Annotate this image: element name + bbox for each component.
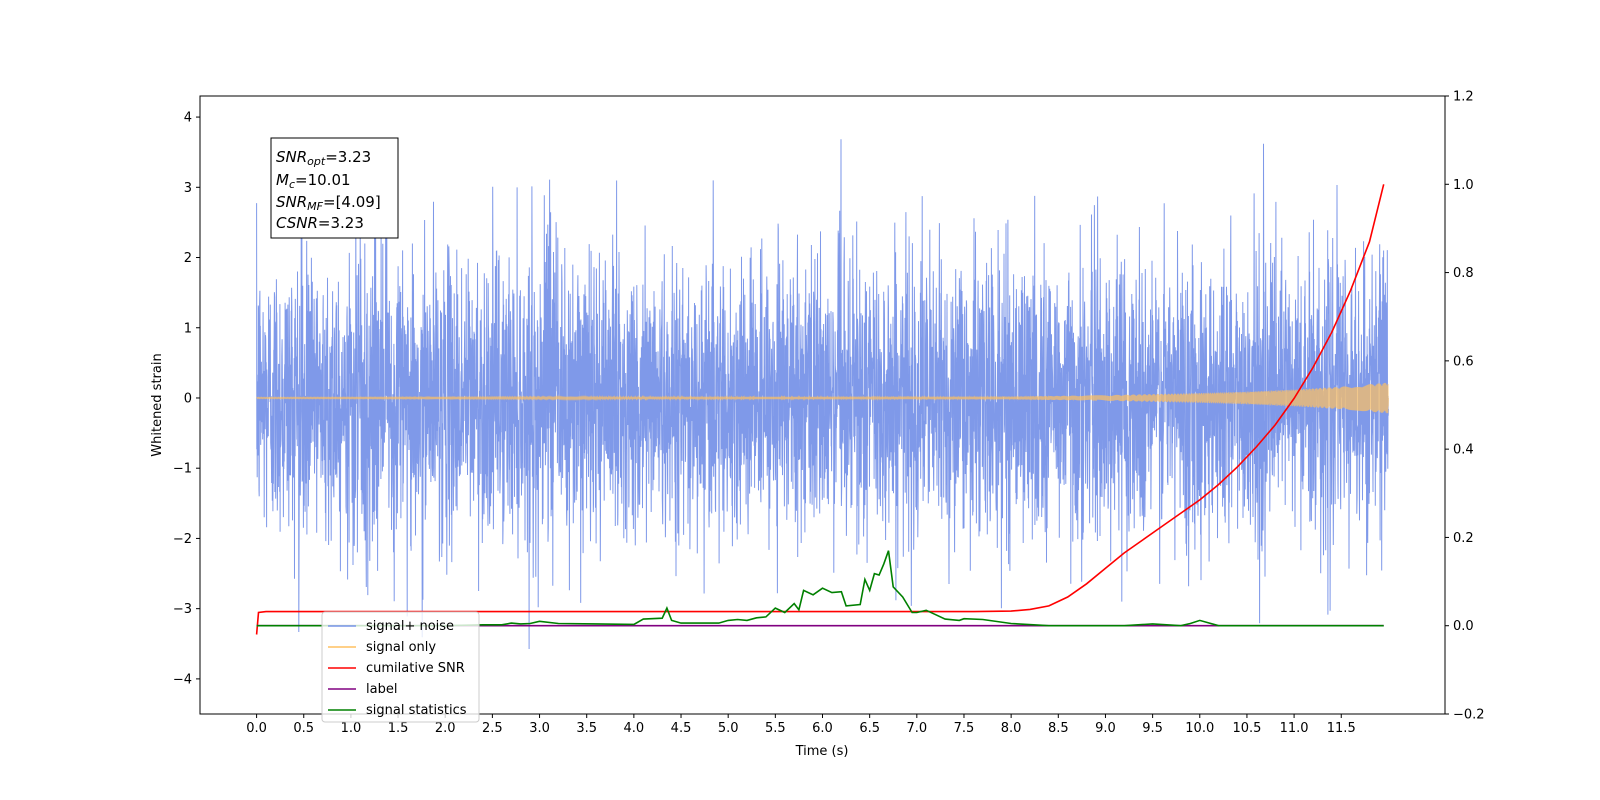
y2-tick-label: −0.2 (1453, 708, 1485, 723)
x-tick-label: 10.0 (1185, 721, 1214, 736)
y2-tick-label: 1.0 (1453, 178, 1474, 193)
legend-label-cumilative-snr: cumilative SNR (366, 661, 465, 676)
y-tick-label: 0 (184, 391, 192, 406)
annotation-line-snr-mf: SNRMF=[4.09] (276, 193, 381, 213)
x-tick-label: 4.0 (624, 721, 645, 736)
x-tick-label: 2.5 (482, 721, 503, 736)
y-tick-label: 1 (184, 321, 192, 336)
y-tick-label: 2 (184, 251, 192, 266)
y-axis-right: −0.2 0.0 0.2 0.4 0.6 0.8 1.0 1.2 (1445, 90, 1485, 723)
series-signal-statistics (256, 550, 1384, 627)
legend-label-signal-statistics: signal statistics (366, 703, 467, 718)
x-tick-label: 11.0 (1280, 721, 1309, 736)
x-axis: 0.0 0.5 1.0 1.5 2.0 2.5 3.0 3.5 4.0 4.5 5.0 5.5 6.0 6… (246, 714, 1356, 736)
x-tick-label: 6.5 (859, 721, 880, 736)
legend-label-signal-only: signal only (366, 640, 436, 655)
y-tick-label: 4 (184, 111, 192, 126)
x-tick-label: 11.5 (1327, 721, 1356, 736)
y-tick-label: −2 (173, 532, 192, 547)
x-tick-label: 8.5 (1048, 721, 1069, 736)
y2-tick-label: 0.6 (1453, 354, 1474, 369)
y-tick-label: 3 (184, 181, 192, 196)
x-tick-label: 0.0 (246, 721, 267, 736)
x-tick-label: 1.5 (388, 721, 409, 736)
x-tick-label: 6.0 (812, 721, 833, 736)
series-signal-noise (256, 139, 1389, 650)
y2-tick-label: 1.2 (1453, 90, 1474, 105)
legend-label-signal-noise: signal+ noise (366, 619, 454, 634)
legend: signal+ noise signal only cumilative SNR… (321, 611, 480, 723)
x-tick-label: 3.5 (576, 721, 597, 736)
y2-tick-label: 0.0 (1453, 619, 1474, 634)
legend-frame (321, 611, 480, 723)
y2-tick-label: 0.2 (1453, 531, 1474, 546)
x-tick-label: 1.0 (341, 721, 362, 736)
legend-label-label: label (366, 682, 397, 697)
x-tick-label: 8.0 (1001, 721, 1022, 736)
x-tick-label: 5.5 (765, 721, 786, 736)
x-tick-label: 9.0 (1095, 721, 1116, 736)
y2-tick-label: 0.8 (1453, 266, 1474, 281)
y-axis-left: −4 −3 −2 −1 0 1 2 3 4 (173, 111, 200, 687)
annotation-line-mc: Mc=10.01 (276, 171, 351, 191)
y-tick-label: −4 (173, 672, 192, 687)
x-tick-label: 4.5 (671, 721, 692, 736)
y-tick-label: −1 (173, 462, 192, 477)
x-tick-label: 9.5 (1142, 721, 1163, 736)
x-tick-label: 2.0 (435, 721, 456, 736)
series-cumilative-snr (255, 184, 1385, 635)
x-tick-label: 10.5 (1232, 721, 1261, 736)
x-tick-label: 3.0 (529, 721, 550, 736)
y2-tick-label: 0.4 (1453, 443, 1474, 458)
annotation-line-snr-opt: SNRopt=3.23 (276, 148, 371, 168)
annotation-line-csnr: CSNR=3.23 (276, 214, 364, 232)
y-tick-label: −3 (173, 602, 192, 617)
x-tick-label: 7.0 (906, 721, 927, 736)
x-tick-label: 0.5 (293, 721, 314, 736)
annotation-box: SNRopt=3.23 Mc=10.01 SNRMF=[4.09] CSNR=3… (270, 137, 399, 239)
series-signal-only (256, 382, 1389, 414)
y-axis-label: Whitened strain (150, 353, 165, 456)
x-tick-label: 5.0 (718, 721, 739, 736)
x-tick-label: 7.5 (954, 721, 975, 736)
x-axis-label: Time (s) (795, 744, 849, 759)
annotation-frame (270, 137, 399, 239)
